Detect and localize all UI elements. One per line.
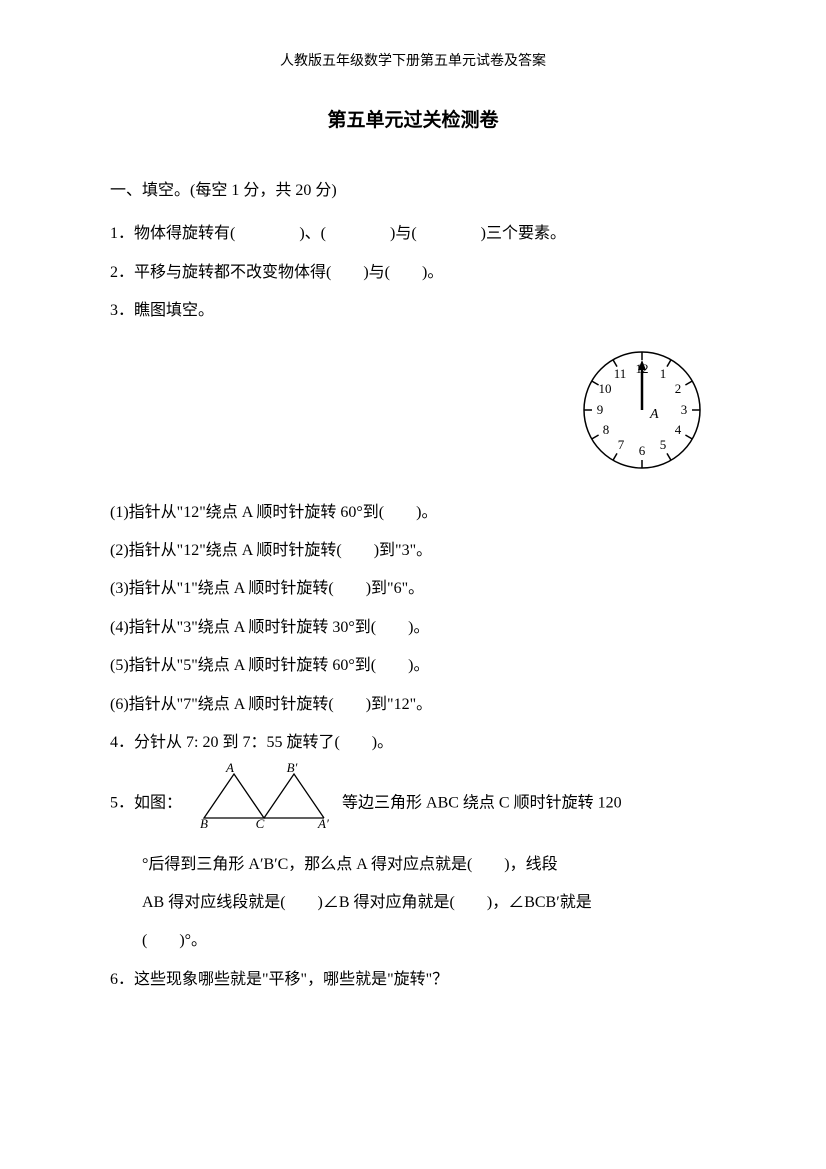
- svg-text:1: 1: [660, 366, 667, 381]
- question-3-5: (5)指针从"5"绕点 A 顺时针旋转 60°到( )。: [110, 647, 716, 685]
- question-3-6: (6)指针从"7"绕点 A 顺时针旋转( )到"12"。: [110, 686, 716, 724]
- question-5-line1: 5．如图： A B′ B C A′ 等边三角形 ABC 绕点 C 顺时针旋转 1…: [110, 762, 716, 845]
- svg-text:A′: A′: [317, 816, 329, 830]
- svg-text:2: 2: [675, 381, 682, 396]
- page-title: 第五单元过关检测卷: [110, 105, 716, 132]
- q5-text1: 等边三角形 ABC 绕点 C 顺时针旋转 120: [342, 795, 622, 812]
- question-2: 2．平移与旋转都不改变物体得( )与( )。: [110, 254, 716, 292]
- question-5-line4: ( )°。: [110, 922, 716, 960]
- svg-text:C: C: [256, 816, 265, 830]
- question-3: 3．瞧图填空。: [110, 292, 716, 330]
- question-5-line2: °后得到三角形 A′B′C，那么点 A 得对应点就是( )，线段: [110, 846, 716, 884]
- q5-prefix: 5．如图：: [110, 795, 182, 812]
- question-3-4: (4)指针从"3"绕点 A 顺时针旋转 30°到( )。: [110, 609, 716, 647]
- svg-text:5: 5: [660, 437, 667, 452]
- svg-text:6: 6: [639, 443, 646, 458]
- svg-text:9: 9: [597, 402, 604, 417]
- clock-figure: 12 1 2 3 4 5 6 7 8 9 10 11 A: [110, 346, 716, 479]
- question-3-2: (2)指针从"12"绕点 A 顺时针旋转( )到"3"。: [110, 532, 716, 570]
- svg-text:4: 4: [675, 422, 682, 437]
- question-3-1: (1)指针从"12"绕点 A 顺时针旋转 60°到( )。: [110, 494, 716, 532]
- svg-text:8: 8: [603, 422, 610, 437]
- svg-text:B′: B′: [287, 762, 298, 775]
- triangle-figure: A B′ B C A′: [192, 762, 332, 845]
- svg-text:A: A: [225, 762, 234, 775]
- clock-icon: 12 1 2 3 4 5 6 7 8 9 10 11 A: [578, 346, 706, 479]
- svg-text:10: 10: [599, 381, 612, 396]
- question-1: 1．物体得旋转有( )、( )与( )三个要素。: [110, 215, 716, 253]
- svg-text:11: 11: [614, 366, 627, 381]
- section-1-heading: 一、填空。(每空 1 分，共 20 分): [110, 172, 716, 210]
- question-4: 4．分针从 7: 20 到 7：55 旋转了( )。: [110, 724, 716, 762]
- svg-text:B: B: [200, 816, 208, 830]
- svg-text:3: 3: [681, 402, 688, 417]
- question-6: 6．这些现象哪些就是"平移"，哪些就是"旋转"？: [110, 961, 716, 999]
- page-header: 人教版五年级数学下册第五单元试卷及答案: [110, 50, 716, 70]
- question-3-3: (3)指针从"1"绕点 A 顺时针旋转( )到"6"。: [110, 570, 716, 608]
- svg-text:7: 7: [618, 437, 625, 452]
- svg-text:A: A: [649, 407, 659, 422]
- question-5-line3: AB 得对应线段就是( )∠B 得对应角就是( )，∠BCB′就是: [110, 884, 716, 922]
